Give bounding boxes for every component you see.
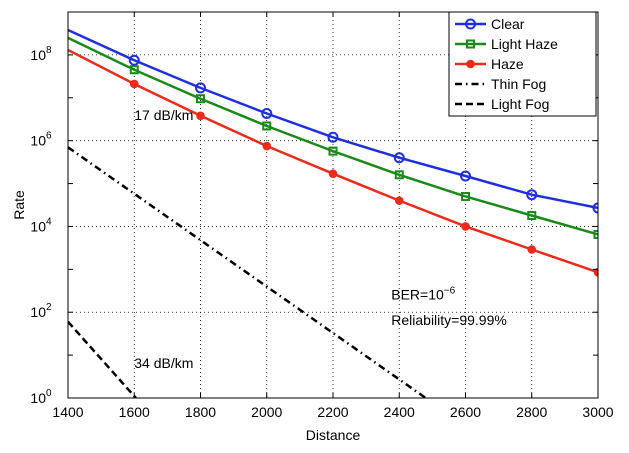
annotation: 34 dB/km	[134, 355, 193, 371]
legend-label: Light Fog	[491, 96, 549, 112]
data-point	[128, 54, 140, 66]
series-clear	[68, 28, 598, 214]
series-line	[68, 36, 598, 236]
series-line	[68, 146, 427, 398]
y-tick-exponent: 4	[46, 216, 52, 227]
annotations: 17 dB/km 34 dB/km BER=10−6 Reliability=99.9…	[134, 107, 507, 371]
data-point	[262, 121, 272, 131]
data-point	[394, 170, 404, 180]
legend-label: Haze	[491, 56, 524, 72]
x-tick-label: 1800	[185, 404, 216, 420]
legend-marker	[466, 59, 475, 69]
y-tick-label: 10	[30, 133, 46, 149]
data-point	[460, 170, 471, 182]
annotation: 17 dB/km	[134, 107, 193, 123]
annotation-ber-base: BER=10	[391, 286, 444, 302]
y-tick-label: 10	[30, 218, 46, 234]
data-point	[461, 191, 470, 201]
legend-entry: Light Fog	[455, 96, 549, 112]
legend-marker	[466, 39, 475, 49]
data-point	[393, 152, 405, 164]
x-tick-label: 2800	[516, 404, 547, 420]
x-tick-label: 2000	[251, 404, 282, 420]
series-line	[68, 28, 598, 210]
data-point	[328, 146, 338, 156]
legend-entry: Haze	[455, 56, 524, 72]
x-tick-label: 3000	[582, 404, 613, 420]
y-tick-exponent: 8	[46, 45, 52, 56]
data-point	[593, 229, 598, 239]
annotation-ber: BER=10−6	[391, 285, 455, 302]
y-tick-base: 10	[30, 390, 46, 406]
y-tick-exponent: 2	[46, 302, 52, 313]
y-tick-base: 10	[30, 304, 46, 320]
y-tick-label: 10	[30, 304, 46, 320]
x-tick-label: 2400	[384, 404, 415, 420]
data-point	[461, 222, 470, 231]
x-tick-label: 1600	[119, 404, 150, 420]
data-point	[527, 245, 537, 254]
series-group	[68, 28, 598, 398]
legend-label: Thin Fog	[491, 76, 546, 92]
y-tick-exponent: 6	[46, 131, 52, 142]
data-point	[261, 107, 273, 119]
y-tick-exponent: 0	[46, 388, 52, 399]
legend-label: Clear	[491, 16, 525, 32]
y-axis-label: Rate	[11, 190, 27, 220]
legend-entry: Thin Fog	[455, 76, 546, 92]
data-point	[129, 79, 139, 89]
annotation: Reliability=99.99%	[391, 312, 507, 328]
series-light-fog	[68, 320, 137, 398]
data-point	[328, 169, 338, 178]
y-tick-base: 10	[30, 133, 46, 149]
y-tick-label: 10	[30, 390, 46, 406]
series-thin-fog	[68, 146, 427, 398]
y-tick-label: 10	[30, 47, 46, 63]
x-tick-label: 2600	[450, 404, 481, 420]
data-point	[593, 268, 598, 277]
data-point	[327, 131, 339, 143]
y-tick-base: 10	[30, 218, 46, 234]
series-haze	[68, 48, 598, 277]
legend-marker	[465, 18, 476, 30]
series-line	[68, 320, 137, 398]
legend-entry: Clear	[455, 16, 525, 32]
y-tick-base: 10	[30, 47, 46, 63]
legend-label: Light Haze	[491, 36, 558, 52]
annotation-ber-exponent: −6	[444, 285, 456, 296]
data-point	[527, 210, 537, 220]
x-axis-label: Distance	[306, 427, 361, 443]
legend-entry: Light Haze	[455, 36, 558, 52]
data-point	[526, 189, 538, 201]
legend: Clear Light Haze Haze Thin Fog Light Fog	[448, 11, 597, 117]
data-point	[394, 196, 404, 205]
data-point	[196, 111, 205, 121]
data-point	[195, 82, 206, 94]
series-light-haze	[68, 36, 598, 239]
data-point	[196, 94, 205, 104]
data-point	[262, 141, 272, 151]
data-point	[129, 65, 139, 75]
x-tick-label: 1400	[52, 404, 83, 420]
data-point	[592, 202, 598, 214]
x-tick-label: 2200	[317, 404, 348, 420]
